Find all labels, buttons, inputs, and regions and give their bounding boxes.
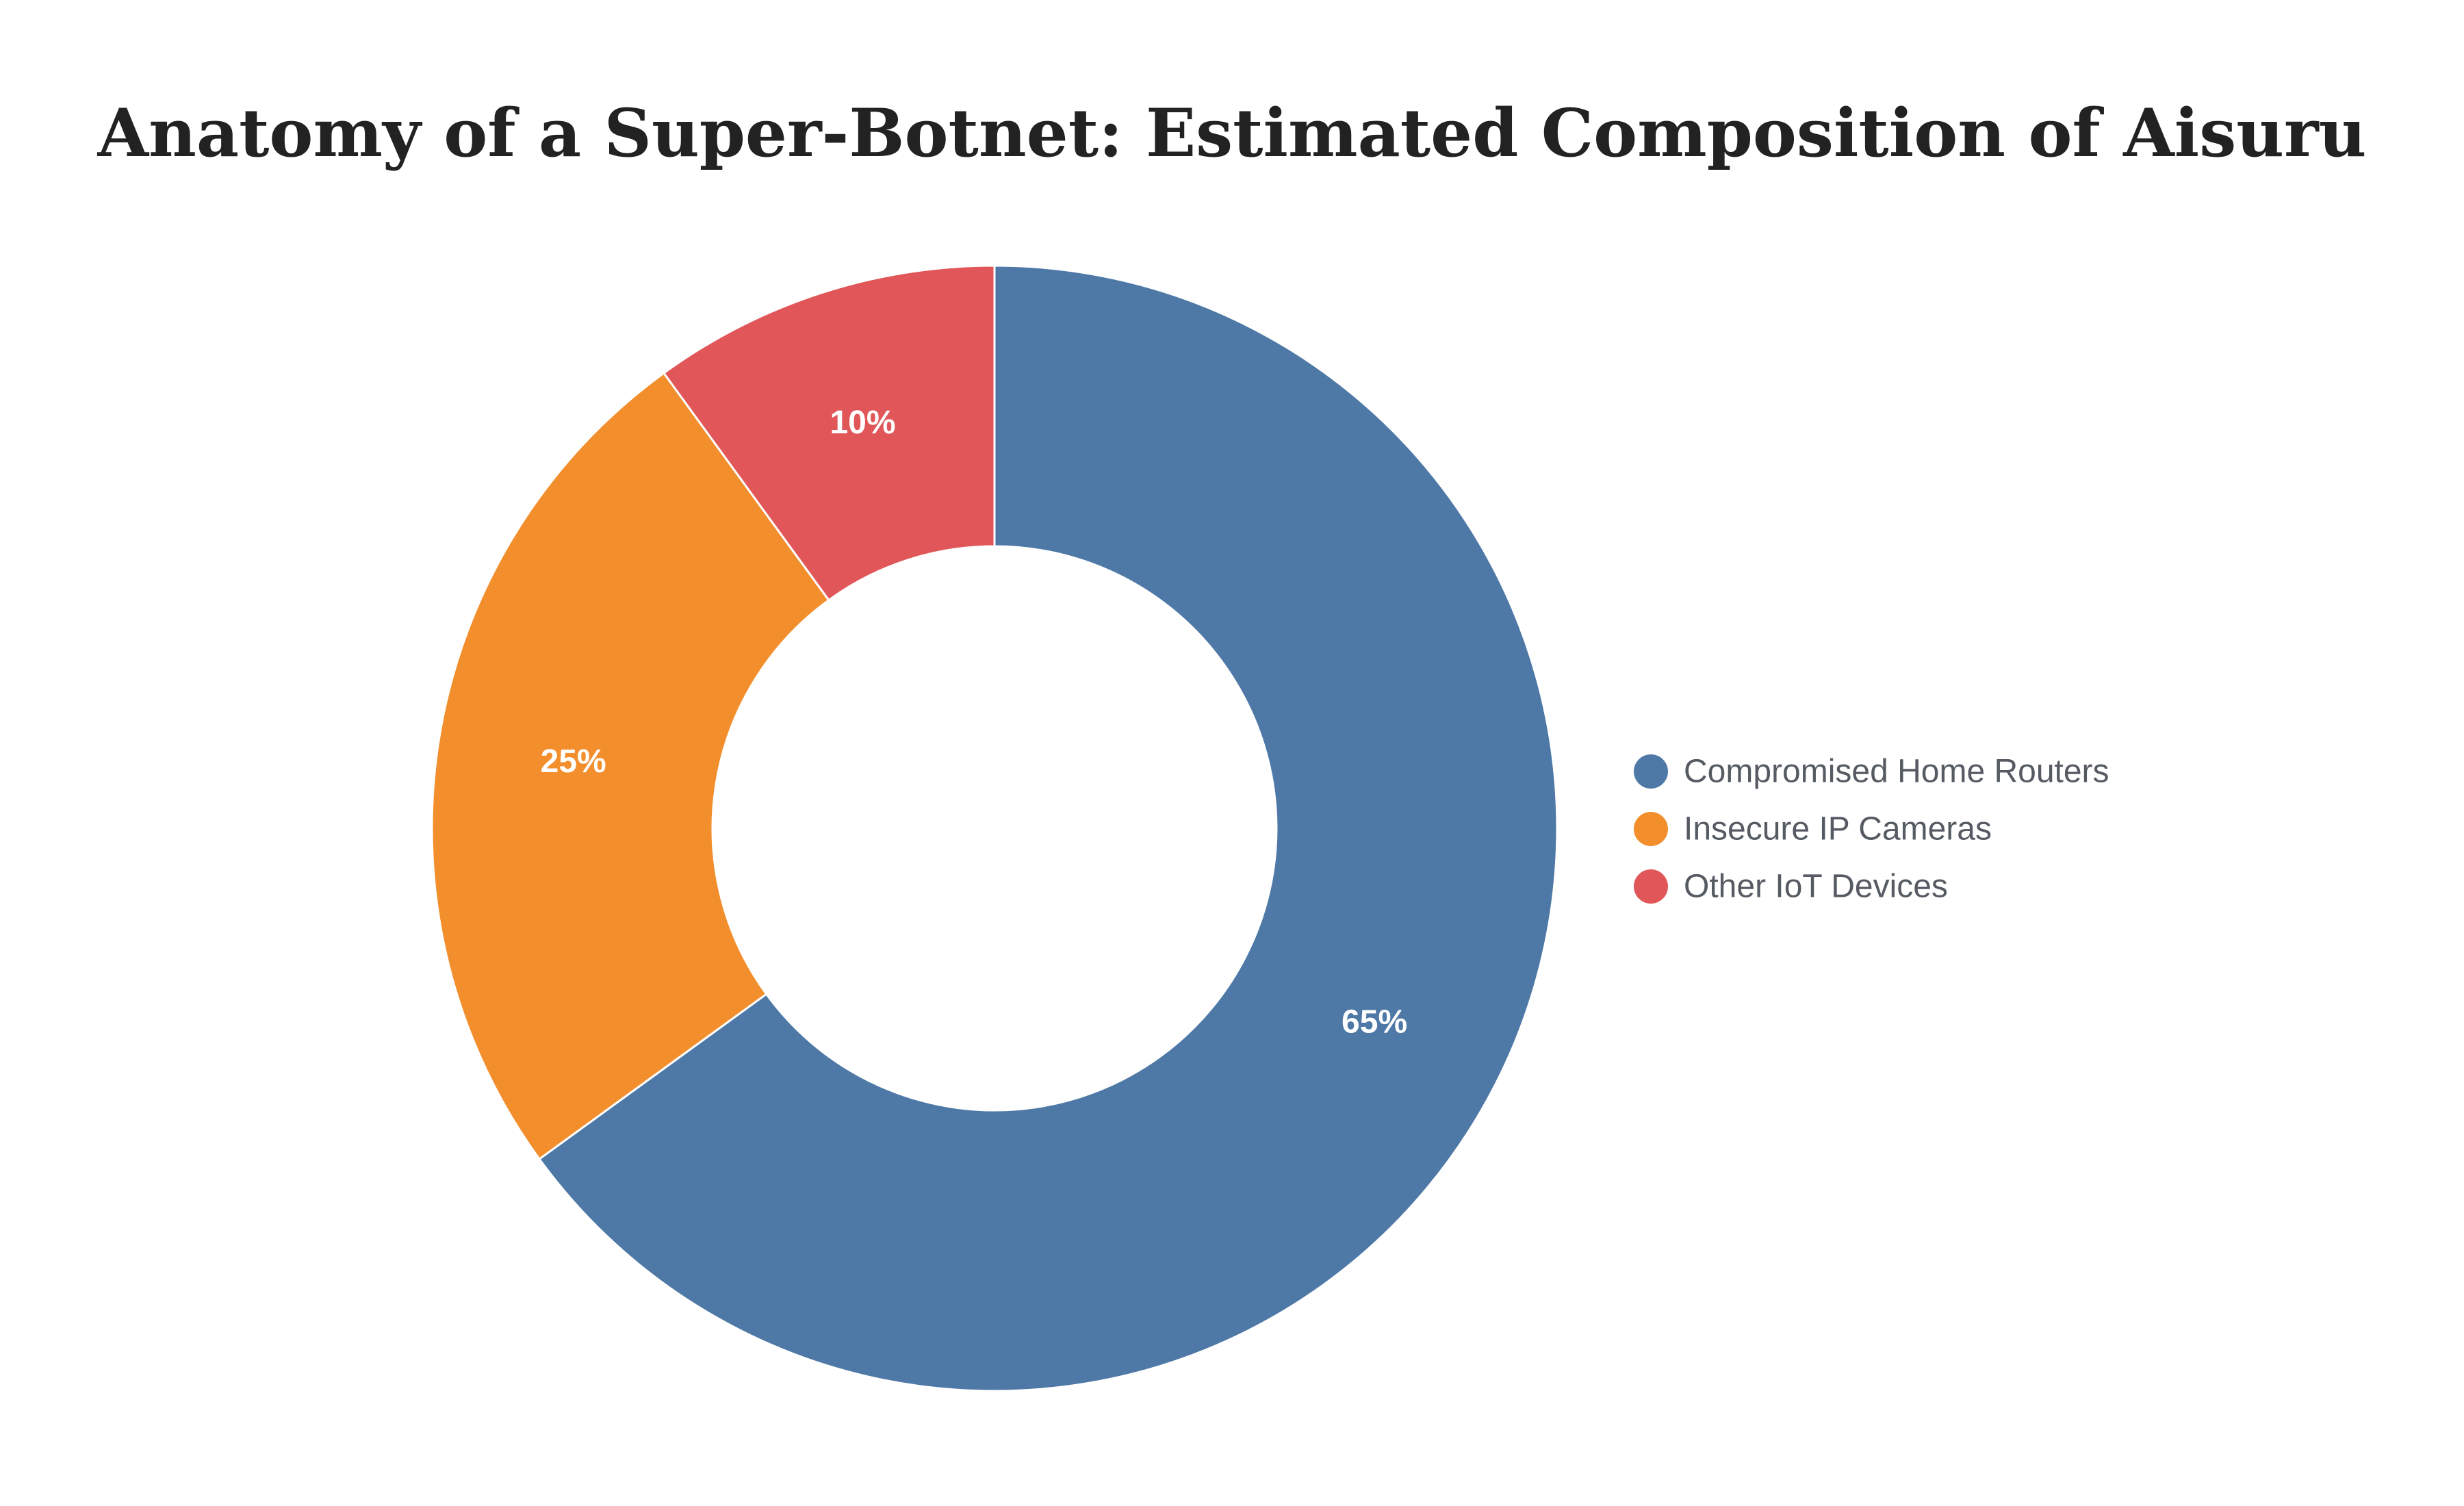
legend-swatch-compromised-home-routers [1634, 754, 1668, 789]
legend-item-compromised-home-routers: Compromised Home Routers [1634, 754, 2109, 790]
legend-swatch-other-iot-devices [1634, 869, 1668, 904]
legend-label-insecure-ip-cameras: Insecure IP Cameras [1684, 811, 1992, 847]
legend-label-other-iot-devices: Other IoT Devices [1684, 869, 1948, 905]
legend-swatch-insecure-ip-cameras [1634, 812, 1668, 846]
legend-item-other-iot-devices: Other IoT Devices [1634, 869, 1948, 905]
slice-label-insecure-ip-cameras: 25% [541, 743, 606, 780]
slice-label-other-iot-devices: 10% [830, 405, 895, 441]
slice-labels: 65% 25% 10% [541, 405, 1408, 1040]
chart-legend: Compromised Home Routers Insecure IP Came… [1634, 754, 2109, 905]
legend-item-insecure-ip-cameras: Insecure IP Cameras [1634, 811, 1992, 847]
slice-insecure-ip-cameras [431, 371, 830, 1161]
slice-label-compromised-home-routers: 65% [1342, 1004, 1407, 1040]
slice-compromised-home-routers [537, 264, 1558, 1392]
donut-slices [431, 264, 1558, 1392]
slice-other-iot-devices [662, 264, 996, 602]
legend-label-compromised-home-routers: Compromised Home Routers [1684, 754, 2109, 790]
chart-title: Anatomy of a Super-Botnet: Estimated Com… [97, 94, 2367, 172]
